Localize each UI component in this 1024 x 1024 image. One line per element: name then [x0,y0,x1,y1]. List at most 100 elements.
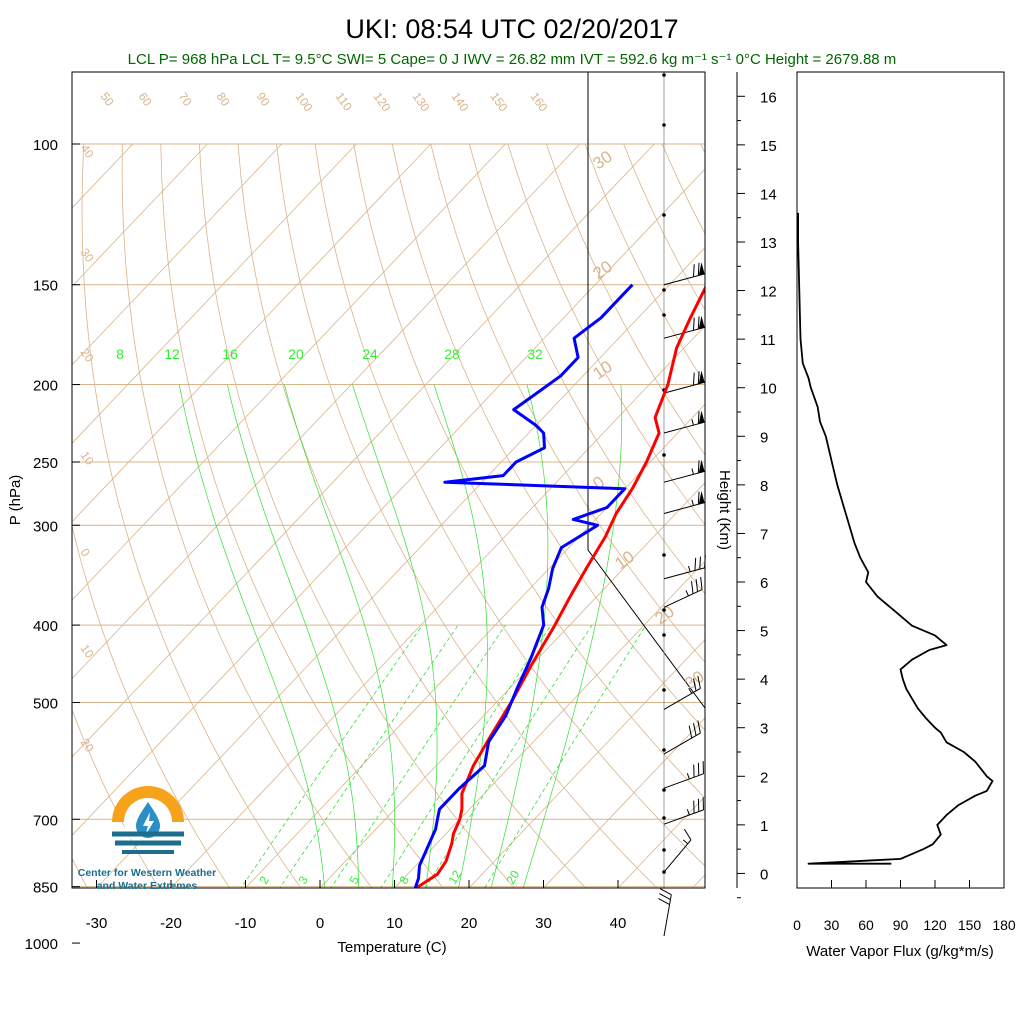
temperature-tick-label: -20 [160,915,182,932]
height-tick-label: 15 [760,138,777,155]
dry-adiabat [430,143,705,663]
flux-series [797,212,994,865]
wind-level-dot [662,123,666,127]
height-tick-label: 6 [760,575,768,592]
wind-level-dot [662,788,666,792]
wind-barb [663,315,705,339]
mixing-ratio-line [330,624,506,888]
flux-tick-label: 30 [824,917,840,933]
isotherm-line [72,143,432,523]
dry-adiabat-label: 30 [681,667,707,693]
flux-axis-label: Water Vapor Flux (g/kg*m/s) [806,943,994,960]
isotherm-line [319,482,705,888]
flux-tick-label: 0 [793,917,801,933]
dry-adiabat [353,143,705,799]
skewt-frame [71,71,706,889]
height-tick-label: 8 [760,478,768,495]
pressure-tick-label: 200 [33,378,58,395]
moist-adiabat [226,384,359,888]
water-vapor-flux-line [797,212,994,865]
isotherm-label: 150 [488,90,511,115]
temperature-tick-label: -30 [86,915,108,932]
mixing-ratio-label: 20 [288,346,304,362]
height-tick-label: 1 [760,818,768,835]
height-tick-label: 14 [760,186,777,203]
isotherm-line [468,638,705,888]
dry-adiabat [276,143,658,888]
flux-frame [796,71,1005,889]
dry-adiabat [160,143,444,888]
wind-barb [663,576,703,608]
isotherm-line [72,143,134,209]
flux-tick-label: 90 [893,917,909,933]
sounding-series [413,283,705,888]
isotherm-label: 160 [528,90,551,115]
mixing-ratio-label: 20 [503,868,522,887]
mixing-ratio-line [425,624,593,888]
pressure-axis-label: P (hPa) [7,475,24,526]
mixing-ratio-label: 32 [527,346,543,362]
pressure-tick-label: 700 [33,812,58,829]
height-tick-label: 9 [760,429,768,446]
isotherm-label: 110 [333,90,356,114]
dry-adiabat-label: 30 [589,147,615,173]
wind-barb [663,459,705,483]
mixing-ratio-label: 3 [295,873,311,886]
dry-adiabat [72,857,88,888]
pressure-tick-label: 250 [33,455,58,472]
isotherm-label: 120 [371,90,394,115]
dry-adiabat-label: 10 [589,357,615,383]
pressure-tick-label: 500 [33,696,58,713]
isotherm-line [72,143,581,680]
wind-barb [663,675,701,710]
isotherm-label: 100 [293,90,316,115]
isotherm-label: 70 [176,90,195,109]
height-tick-label: 16 [760,89,777,106]
wind-barb [663,761,704,789]
isotherm-label: 130 [410,90,433,115]
cw3e-logo: Center for Western Weather and Water Ext… [78,786,216,892]
height-tick-label: 10 [760,381,777,398]
height-tick-label: 7 [760,526,768,543]
dry-adiabat [584,143,705,384]
height-tick-label: 4 [760,672,768,689]
isotherm-line [0,144,58,960]
dry-adiabat [237,143,587,888]
wind-level-dot [662,213,666,217]
wind-barb [658,888,672,937]
flux-tick-label: 150 [958,917,982,933]
dry-adiabat-label: 10 [611,547,637,573]
skewt-grid-labels: 50 60 70 80 90 100 110 120 130 140 150 160403020100… [78,72,708,887]
dry-adiabat [661,143,705,235]
temperature-tick-label: 10 [386,915,403,932]
height-axis-label: Height (Km) [716,470,733,550]
temperature-tick-label: 20 [461,915,478,932]
dry-adiabat [739,144,1024,960]
wind-barb [663,262,705,286]
wind-level-dot [662,288,666,292]
isotherm-line [72,143,655,758]
pressure-tick-label: 300 [33,518,58,535]
wind-barb [663,720,701,755]
dry-adiabat [72,708,159,888]
dry-adiabat [778,144,1024,960]
pressure-tick-label: 150 [33,278,58,295]
height-tick-label: 13 [760,235,777,252]
isotherm-line [699,144,1024,960]
pressure-tick-label: 100 [33,137,58,154]
dry-adiabat-label: 20 [651,602,677,628]
dry-adiabat [81,143,302,888]
height-tick-label: 0 [760,866,768,883]
isotherm-line [72,143,208,288]
temperature-tick-label: 30 [535,915,552,932]
flux-tick-label: 120 [923,917,947,933]
pressure-tick-label: 400 [33,618,58,635]
isotherm-label: 20 [78,346,97,365]
flux-axis: 0 30 60 90 120 150 180 [793,880,1016,933]
wind-level-dot [662,633,666,637]
stats-line: LCL P= 968 hPa LCL T= 9.5°C SWI= 5 Cape=… [128,51,897,68]
mixing-ratio-label: 2 [256,873,272,886]
wind-level-dot [662,688,666,692]
